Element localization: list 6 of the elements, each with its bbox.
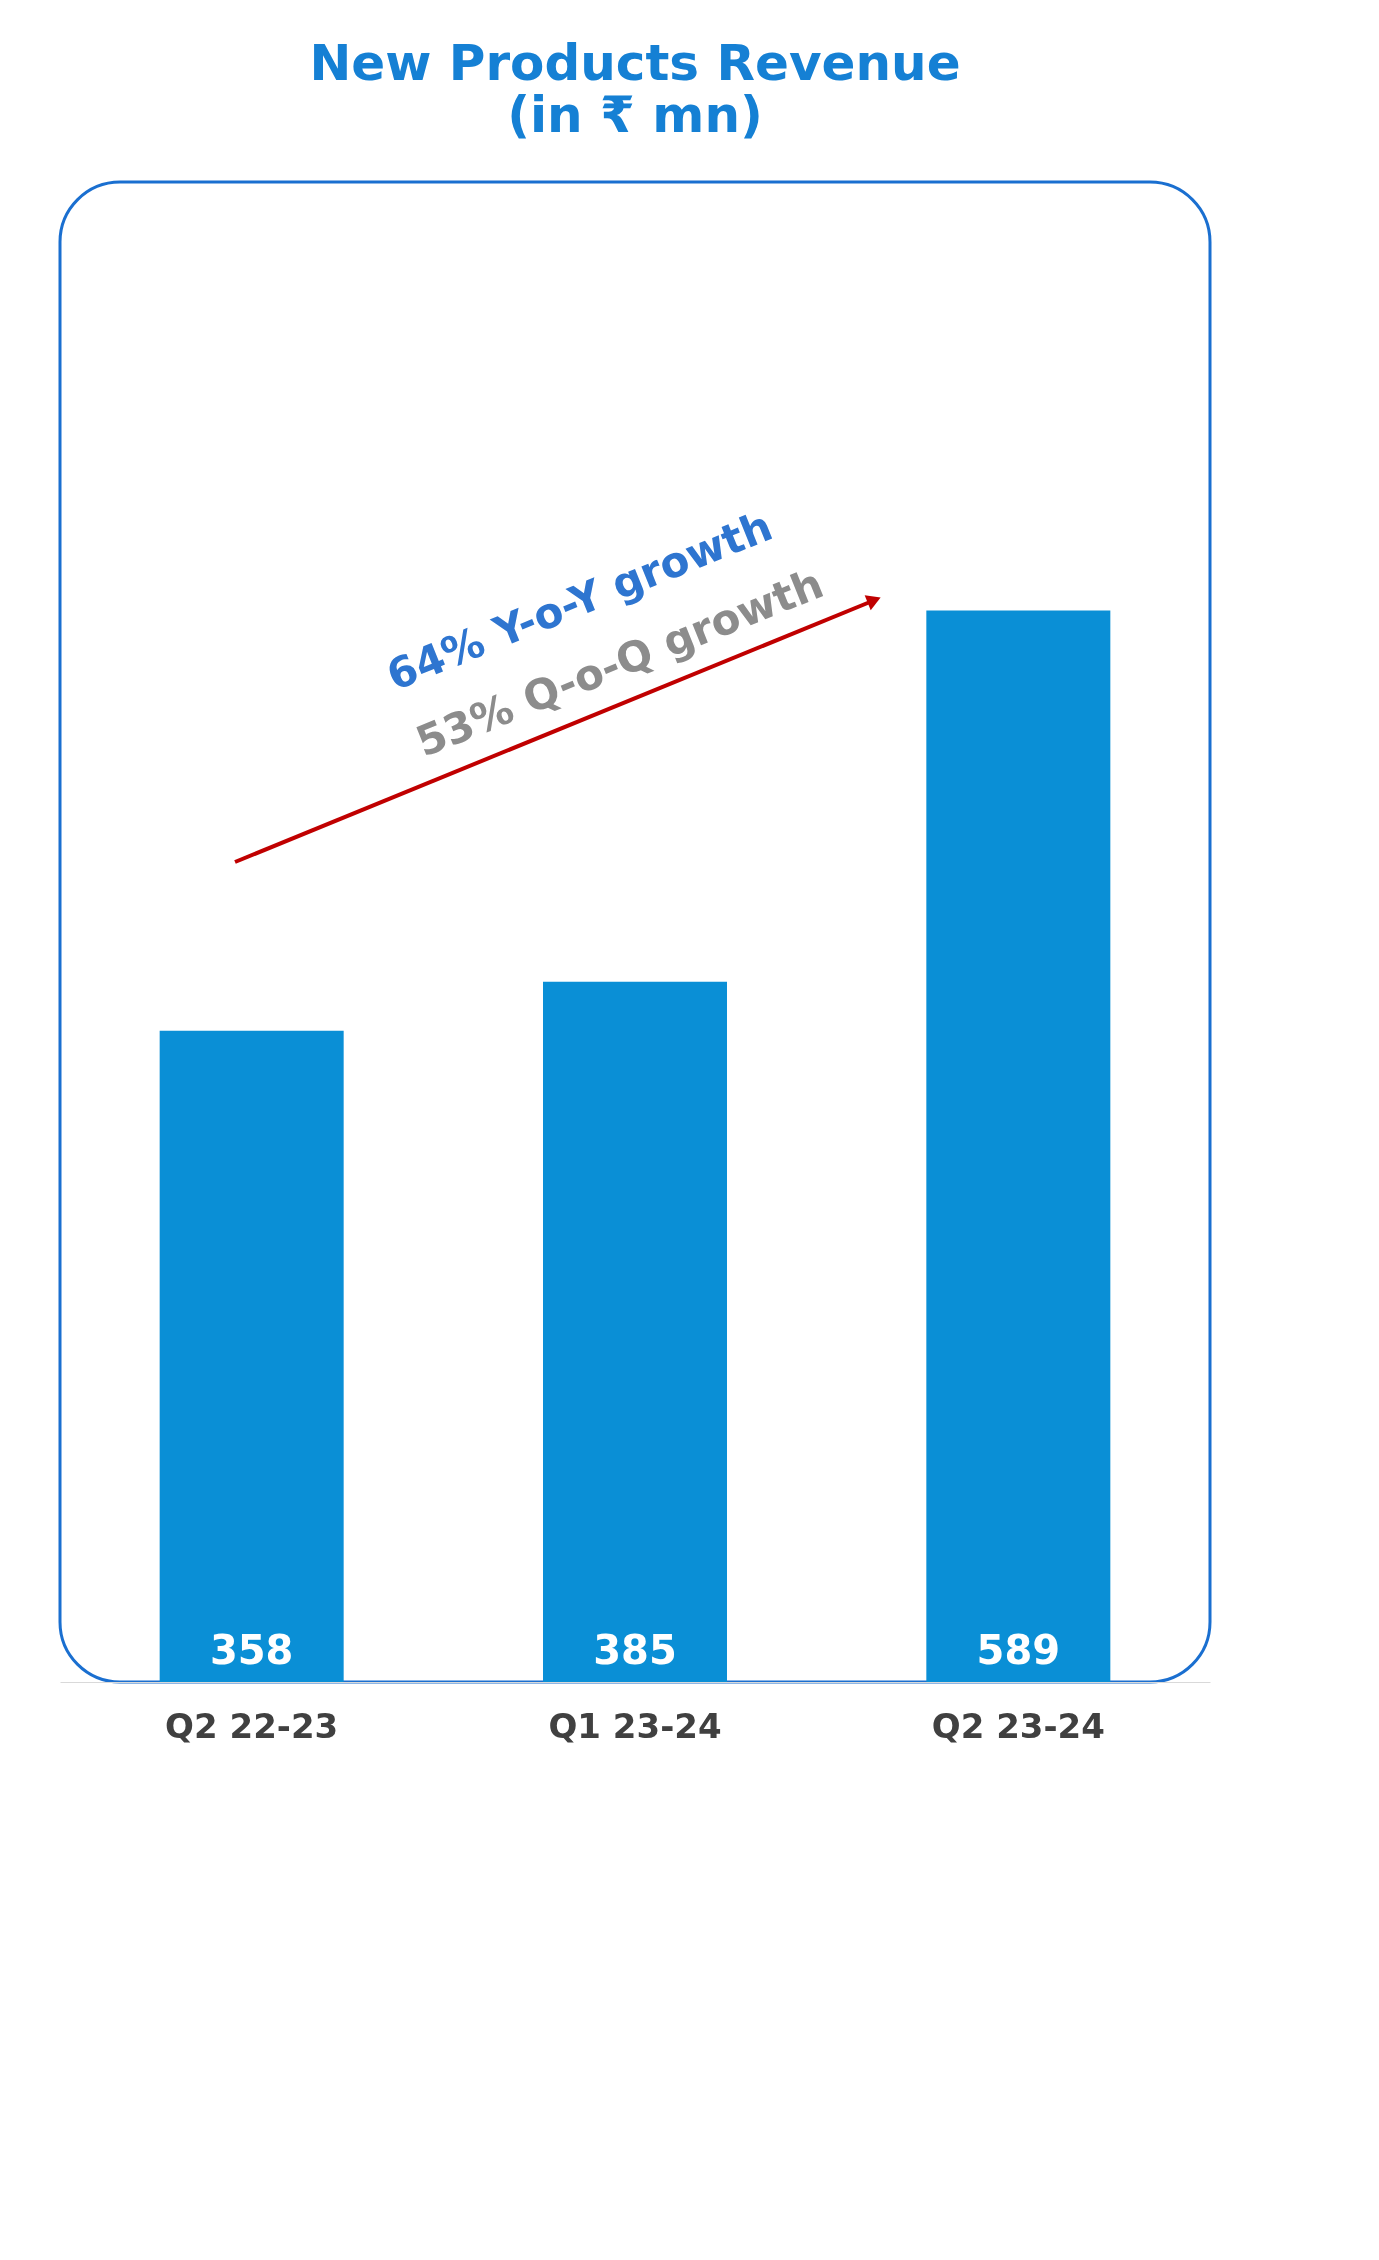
x-tick-label: Q2 22-23: [165, 1705, 339, 1746]
data-label: 358: [209, 1627, 294, 1673]
x-tick-label: Q1 23-24: [548, 1705, 722, 1746]
data-label: 385: [593, 1627, 677, 1673]
data-label: 589: [976, 1627, 1061, 1673]
x-tick-label: Q2 23-24: [931, 1705, 1105, 1746]
